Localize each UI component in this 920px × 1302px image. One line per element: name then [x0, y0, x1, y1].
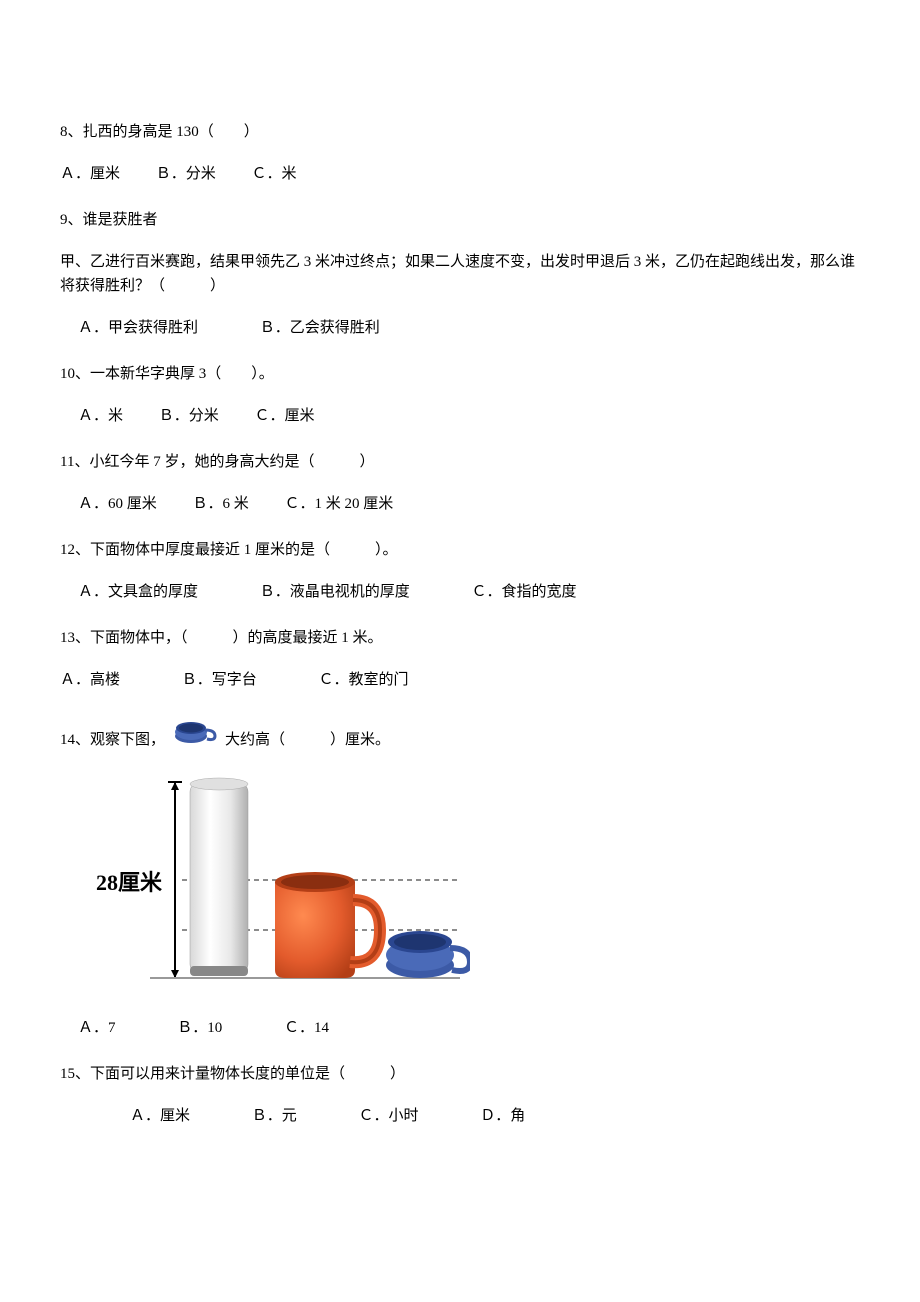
- q13-option-c: Ｃ．教室的门: [319, 672, 409, 688]
- question-10-text: 10、一本新华字典厚 3（ ）。: [60, 362, 860, 386]
- q11-option-a: Ａ．60 厘米: [78, 496, 157, 512]
- question-15-text: 15、下面可以用来计量物体长度的单位是（ ）: [60, 1062, 860, 1086]
- q14-text-after: 大约高（ ）厘米。: [225, 728, 390, 752]
- q9-option-a: Ａ．甲会获得胜利: [78, 320, 198, 336]
- q10-option-a: Ａ．米: [78, 408, 123, 424]
- q14-option-a: Ａ．7: [78, 1020, 116, 1036]
- q13-option-b: Ｂ．写字台: [182, 672, 257, 688]
- q9-option-b: Ｂ．乙会获得胜利: [260, 320, 380, 336]
- question-10: 10、一本新华字典厚 3（ ）。 Ａ．米 Ｂ．分米 Ｃ．厘米: [60, 362, 860, 428]
- question-12-options: Ａ．文具盒的厚度 Ｂ．液晶电视机的厚度 Ｃ．食指的宽度: [60, 580, 860, 604]
- question-9-options: Ａ．甲会获得胜利 Ｂ．乙会获得胜利: [60, 316, 860, 340]
- q12-option-c: Ｃ．食指的宽度: [472, 584, 577, 600]
- question-15: 15、下面可以用来计量物体长度的单位是（ ） Ａ．厘米 Ｂ．元 Ｃ．小时 Ｄ．角: [60, 1062, 860, 1128]
- question-14-options: Ａ．7 Ｂ．10 Ｃ．14: [60, 1016, 860, 1040]
- question-12: 12、下面物体中厚度最接近 1 厘米的是（ ）。 Ａ．文具盒的厚度 Ｂ．液晶电视…: [60, 538, 860, 604]
- q12-option-a: Ａ．文具盒的厚度: [78, 584, 198, 600]
- question-12-text: 12、下面物体中厚度最接近 1 厘米的是（ ）。: [60, 538, 860, 562]
- q15-option-d: Ｄ．角: [480, 1108, 525, 1124]
- q11-option-c: Ｃ．1 米 20 厘米: [285, 496, 394, 512]
- question-8: 8、扎西的身高是 130（ ） Ａ．厘米 Ｂ．分米 Ｃ．米: [60, 120, 860, 186]
- q8-option-b: Ｂ．分米: [156, 166, 216, 182]
- q10-option-c: Ｃ．厘米: [255, 408, 315, 424]
- question-10-options: Ａ．米 Ｂ．分米 Ｃ．厘米: [60, 404, 860, 428]
- q15-option-c: Ｃ．小时: [359, 1108, 419, 1124]
- q15-option-b: Ｂ．元: [252, 1108, 297, 1124]
- question-13: 13、下面物体中，（ ）的高度最接近 1 米。 Ａ．高楼 Ｂ．写字台 Ｃ．教室的…: [60, 626, 860, 692]
- question-13-options: Ａ．高楼 Ｂ．写字台 Ｃ．教室的门: [60, 668, 860, 692]
- question-14-text-row: 14、观察下图， 大约高（ ）厘米。: [60, 714, 860, 752]
- question-11: 11、小红今年 7 岁，她的身高大约是（ ） Ａ．60 厘米 Ｂ．6 米 Ｃ．1…: [60, 450, 860, 516]
- question-8-text: 8、扎西的身高是 130（ ）: [60, 120, 860, 144]
- q8-option-c: Ｃ．米: [252, 166, 297, 182]
- q8-option-a: Ａ．厘米: [60, 166, 120, 182]
- q14-text-before: 14、观察下图，: [60, 728, 165, 752]
- q15-option-a: Ａ．厘米: [130, 1108, 190, 1124]
- question-9-body: 甲、乙进行百米赛跑，结果甲领先乙 3 米冲过终点；如果二人速度不变，出发时甲退后…: [60, 250, 860, 298]
- question-9-title: 9、谁是获胜者: [60, 208, 860, 232]
- q14-option-c: Ｃ．14: [284, 1020, 329, 1036]
- q10-option-b: Ｂ．分米: [159, 408, 219, 424]
- question-11-text: 11、小红今年 7 岁，她的身高大约是（ ）: [60, 450, 860, 474]
- question-11-options: Ａ．60 厘米 Ｂ．6 米 Ｃ．1 米 20 厘米: [60, 492, 860, 516]
- ruler-label: 28厘米: [96, 870, 163, 895]
- q11-option-b: Ｂ．6 米: [193, 496, 249, 512]
- question-14: 14、观察下图， 大约高（ ）厘米。 28厘米: [60, 714, 860, 1040]
- question-13-text: 13、下面物体中，（ ）的高度最接近 1 米。: [60, 626, 860, 650]
- teacup-small-icon: [173, 714, 217, 752]
- question-9: 9、谁是获胜者 甲、乙进行百米赛跑，结果甲领先乙 3 米冲过终点；如果二人速度不…: [60, 208, 860, 340]
- question-15-options: Ａ．厘米 Ｂ．元 Ｃ．小时 Ｄ．角: [60, 1104, 860, 1128]
- q14-figure: 28厘米: [90, 770, 470, 998]
- q12-option-b: Ｂ．液晶电视机的厚度: [260, 584, 410, 600]
- q13-option-a: Ａ．高楼: [60, 672, 120, 688]
- q14-option-b: Ｂ．10: [177, 1020, 222, 1036]
- question-8-options: Ａ．厘米 Ｂ．分米 Ｃ．米: [60, 162, 860, 186]
